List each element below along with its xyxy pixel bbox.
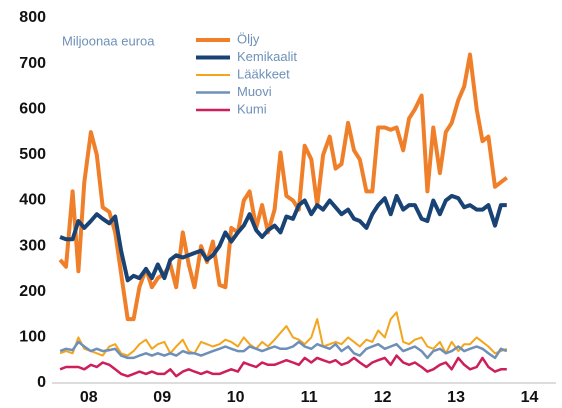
line-series	[59, 311, 508, 357]
x-tick-label: 14	[521, 389, 539, 406]
x-tick-label: 10	[227, 389, 245, 406]
line-series	[59, 193, 507, 283]
y-tick-label: 400	[19, 192, 46, 209]
legend-label: Öljy	[237, 31, 260, 46]
y-tick-label: 700	[19, 55, 46, 72]
x-tick-label: 11	[301, 389, 318, 406]
x-tick-label: 08	[80, 389, 98, 406]
x-tick-label: 09	[153, 389, 171, 406]
line-series	[59, 354, 507, 378]
legend-label: Kemikaalit	[237, 49, 297, 64]
x-tick-label: 13	[447, 389, 465, 406]
y-tick-label: 600	[19, 100, 46, 117]
legend-label: Lääkkeet	[237, 66, 290, 81]
line-series	[59, 340, 508, 360]
legend-label: Muovi	[237, 84, 272, 99]
y-tick-label: 100	[19, 329, 46, 346]
y-tick-label: 300	[19, 237, 46, 254]
x-tick-label: 12	[374, 389, 392, 406]
y-tick-label: 200	[19, 283, 46, 300]
y-tick-label: 500	[19, 146, 46, 163]
y-axis-unit: Miljoonaa euroa	[62, 33, 155, 48]
y-tick-label: 800	[19, 9, 46, 26]
y-tick-label: 0	[37, 374, 46, 391]
legend-label: Kumi	[237, 101, 267, 116]
line-series	[58, 52, 509, 322]
